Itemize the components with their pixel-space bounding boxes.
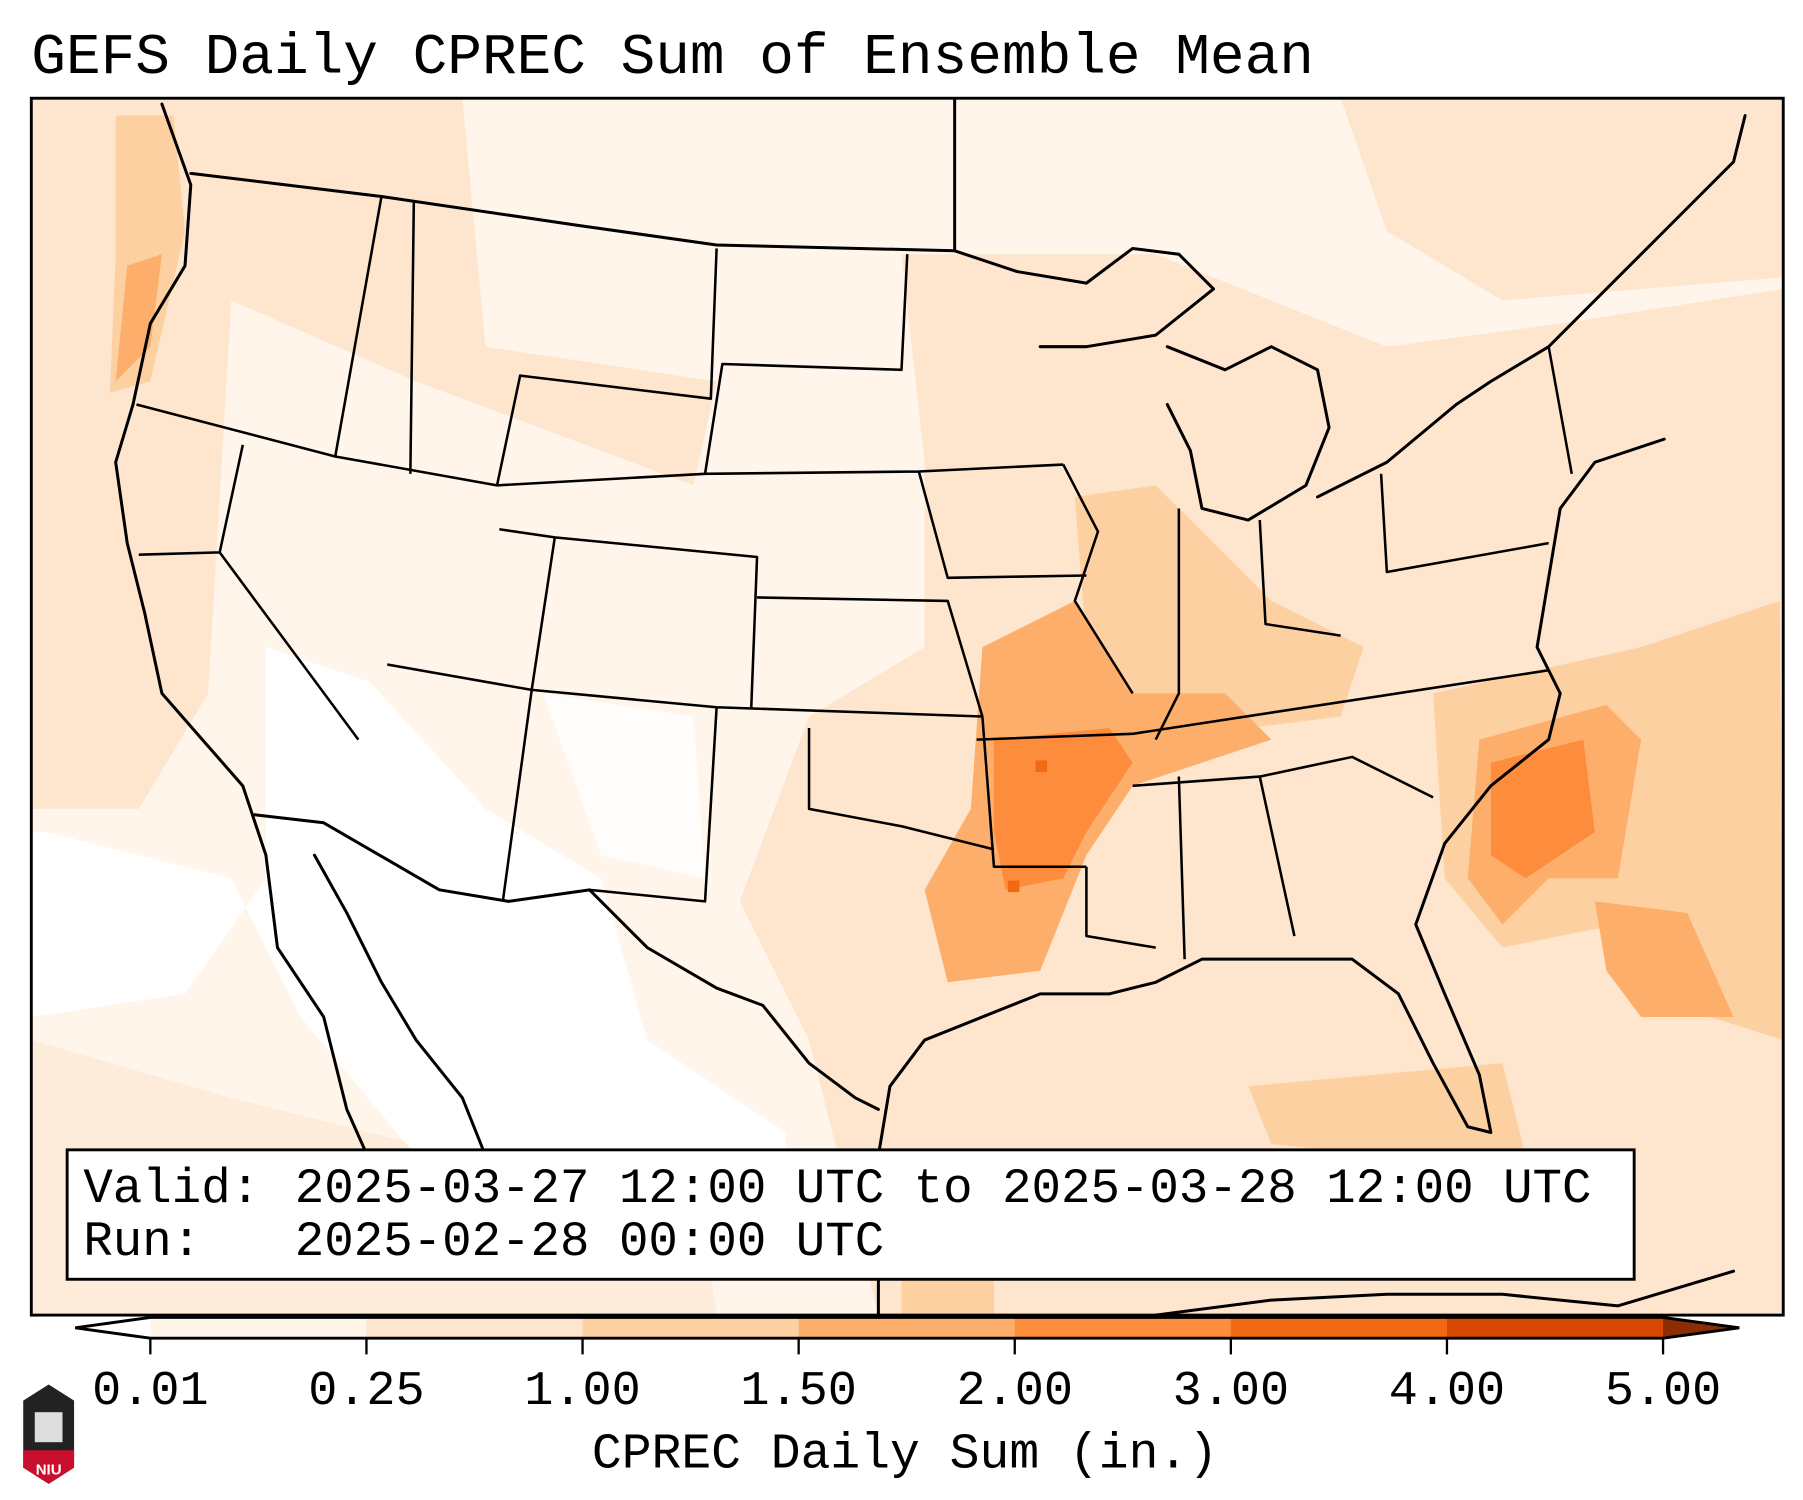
cuba-coast [1154,1269,1736,1316]
colorbar-label: CPREC Daily Sum (in.) [592,1427,1218,1483]
pacific-coastline [114,102,395,1215]
colorbar-tick-label: 0.01 [92,1364,208,1419]
mexico-border [252,813,880,1111]
run-value: 2025-02-28 00:00 UTC [295,1214,884,1270]
colorbar-segment [798,1317,1016,1339]
colorbar-segment [366,1317,584,1339]
baja-coast [312,853,487,1158]
colorbar-over-extend [1663,1317,1740,1339]
colorbar-tick-label: 1.50 [740,1364,856,1419]
colorbar-segment [150,1317,368,1339]
colorbar-tick-label: 3.00 [1173,1364,1289,1419]
colorbar-tick-label: 5.00 [1605,1364,1721,1419]
niu-logo-text: NIU [36,1462,62,1479]
colorbar-segment [1446,1317,1664,1339]
valid-label: Valid: [83,1161,260,1217]
canada-border [189,98,957,253]
map-title: GEFS Daily CPREC Sum of Ensemble Mean [31,26,1314,91]
niu-logo: NIU [23,1384,75,1484]
colorbar-tick-label: 1.00 [524,1364,640,1419]
colorbar-under-extend [75,1317,151,1339]
colorbar-tick-label: 4.00 [1389,1364,1505,1419]
state-lines [136,196,1574,960]
colorbar-tick-label: 2.00 [957,1364,1073,1419]
colorbar-segment [1014,1317,1232,1339]
colorbar-segment [582,1317,800,1339]
run-label: Run: [83,1214,201,1270]
valid-value: 2025-03-27 12:00 UTC to 2025-03-28 12:00… [295,1161,1592,1217]
colorbar-segment [1230,1317,1448,1339]
info-box: Valid: 2025-03-27 12:00 UTC to 2025-03-2… [65,1148,1636,1281]
map-panel [29,96,1785,1317]
colorbar: 0.01 0.25 1.00 1.50 2.00 3.00 4.00 5.00 [75,1315,1740,1419]
precip-field [31,98,1784,1316]
map-frame [29,96,1785,1317]
atlantic-coastline [876,437,1666,1316]
boundaries [114,98,1747,1316]
colorbar-tick-label: 0.25 [308,1364,424,1419]
